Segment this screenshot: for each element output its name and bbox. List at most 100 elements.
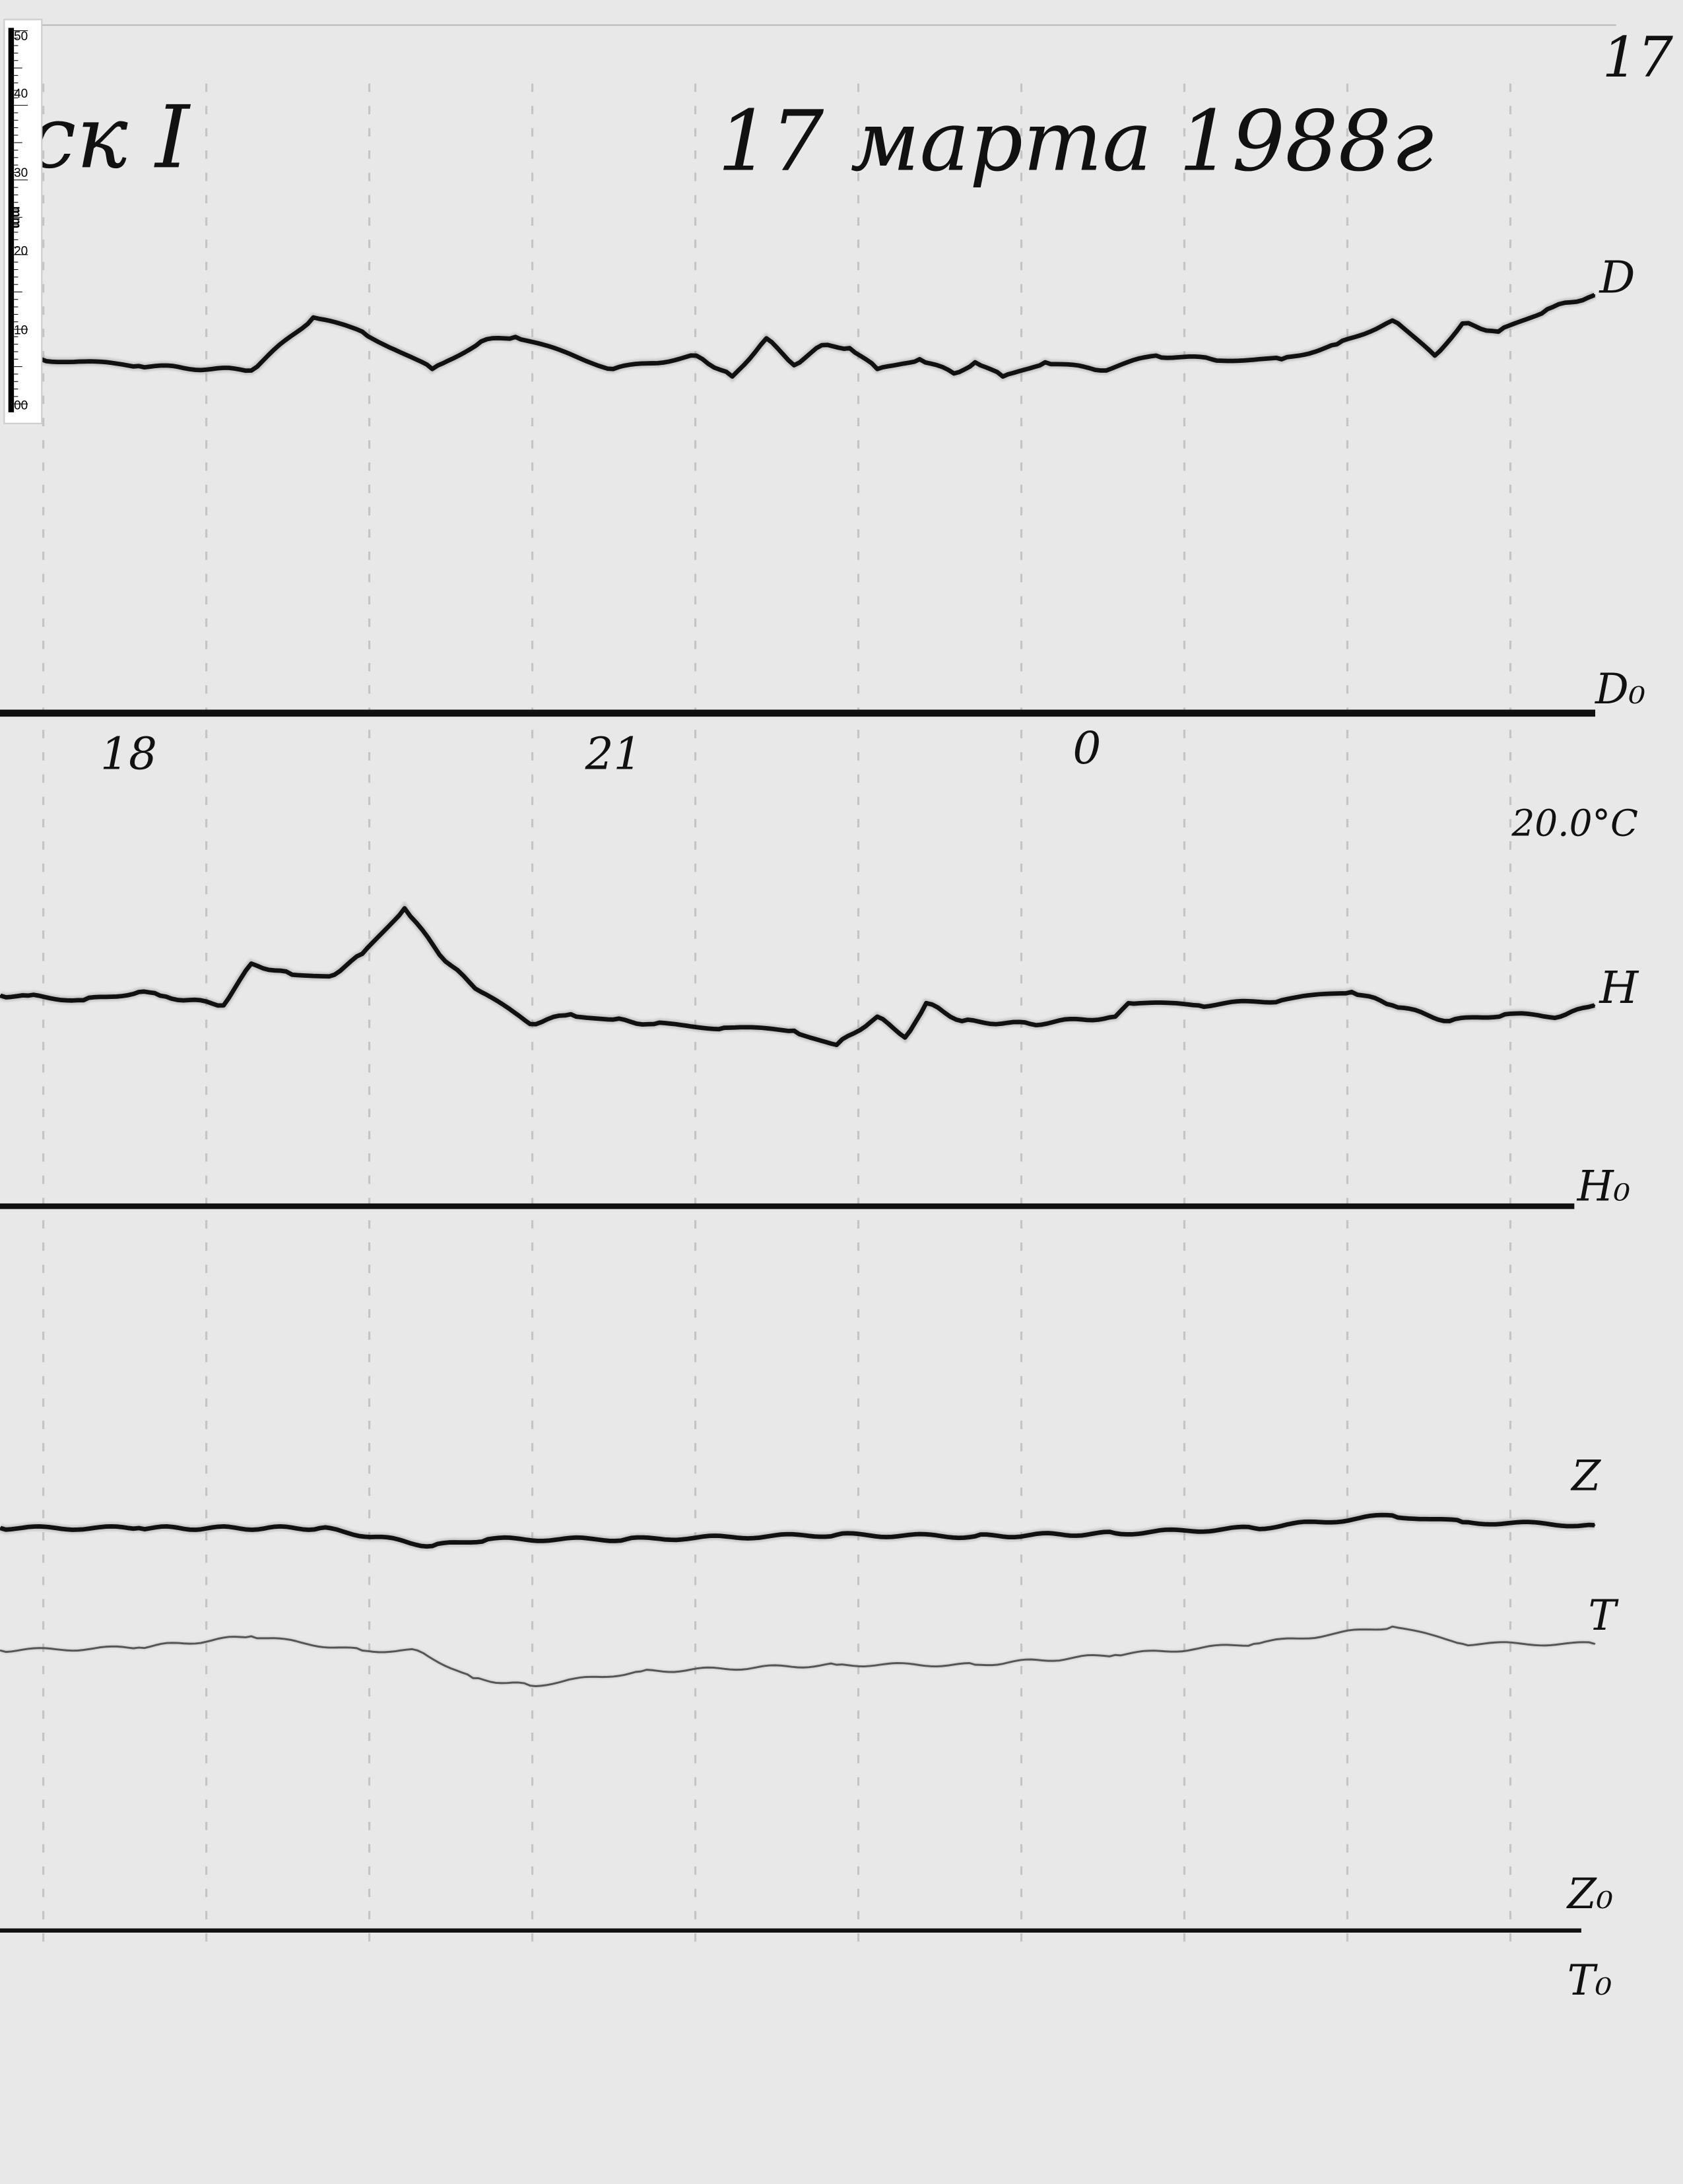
trace-t-point (1593, 1643, 1596, 1645)
trace-h-point (1391, 1004, 1393, 1007)
trace-t-point (1391, 1626, 1393, 1628)
scale-label-00: 00 (14, 399, 28, 413)
x-tick-label-21: 21 (585, 727, 642, 779)
trace-z-point (1391, 1514, 1393, 1516)
trace-d-point (431, 368, 434, 370)
trace-h-point (403, 907, 406, 909)
trace-d-point (695, 354, 698, 357)
trace-h-point (570, 1013, 572, 1015)
trace-d-point (849, 347, 851, 349)
trace-h-point (612, 1018, 614, 1021)
trace-d-point (1100, 369, 1102, 371)
trace-d-point (974, 361, 976, 364)
label-d0: D₀ (1595, 664, 1645, 713)
trace-h-point (1127, 1002, 1129, 1004)
trace-h-point (291, 974, 293, 976)
trace-h-point (222, 1004, 225, 1007)
trace-h-point (159, 994, 161, 997)
temperature-note: 20.0°C (1511, 802, 1638, 845)
trace-d-point (1155, 354, 1157, 357)
trace-t-point (0, 1650, 1, 1652)
trace-h-point (250, 963, 253, 965)
trace-h-point (480, 991, 482, 993)
trace-t-point (416, 1650, 419, 1652)
trace-d-point (1391, 319, 1393, 321)
trace-h-point (361, 953, 364, 955)
label-h: H (1598, 961, 1639, 1013)
trace-d-point (612, 368, 614, 370)
label-h0: H₀ (1577, 1162, 1631, 1211)
trace-h-point (444, 960, 447, 963)
trace-h-point (793, 1029, 795, 1032)
trace-z-point (1593, 1524, 1596, 1526)
trace-h-point (333, 974, 336, 976)
trace-h-point (1197, 1004, 1200, 1007)
trace-t-point (1461, 1643, 1464, 1645)
trace-z-point (138, 1527, 140, 1529)
trace-d-point (1002, 375, 1004, 377)
trace-z-point (1461, 1521, 1464, 1524)
x-tick-label-18: 18 (100, 727, 157, 779)
trace-d-point (731, 375, 733, 377)
trace-t-point (472, 1677, 475, 1679)
trace-d-point (1044, 361, 1046, 364)
trace-d-point (312, 316, 314, 319)
trace-d-point (1593, 294, 1596, 296)
sheet-number: 17 (1602, 25, 1674, 90)
trace-h-point (904, 1037, 906, 1039)
trace-h-point (1280, 999, 1283, 1002)
trace-t-point (250, 1635, 253, 1638)
trace-t-point (529, 1685, 531, 1686)
trace-t-point (1114, 1654, 1117, 1656)
trace-z (0, 1512, 1595, 1549)
x-tick-label-0: 0 (1072, 722, 1101, 774)
scale-unit: mm (9, 206, 23, 228)
trace-z-point (1253, 1527, 1255, 1529)
trace-d-point (480, 340, 482, 342)
trace-d-point (793, 364, 795, 366)
trace-h-point (1559, 1015, 1562, 1017)
scale-label-50: 50 (14, 30, 28, 44)
trace-h-point (82, 999, 84, 1002)
trace-z-point (0, 1527, 1, 1529)
mm-scale-bar: 50 40 30 20 10 00 mm (3, 18, 43, 424)
label-z0: Z₀ (1566, 1869, 1613, 1918)
trace-h-point (653, 1023, 655, 1025)
trace-d-point (1461, 322, 1464, 325)
trace-t-point (974, 1663, 976, 1666)
trace-h-point (925, 1002, 927, 1004)
trace-h-point (27, 994, 29, 997)
trace-z-point (431, 1545, 434, 1547)
trace-t-point (640, 1670, 642, 1673)
trace-d-point (766, 337, 768, 340)
label-t: T (1588, 1591, 1619, 1640)
trace-h-point (0, 994, 1, 997)
traces (0, 291, 1597, 1688)
label-t0: T₀ (1568, 1956, 1612, 2005)
label-d: D (1598, 251, 1635, 303)
trace-d-point (361, 331, 364, 333)
trace-h-point (723, 1027, 725, 1029)
trace-t (0, 1625, 1595, 1687)
trace-z-point (836, 1533, 838, 1536)
trace-d-point (250, 369, 253, 371)
trace-h-point (1503, 1013, 1506, 1015)
trace-d-point (821, 344, 823, 346)
scale-label-30: 30 (14, 166, 28, 180)
trace-d-point (514, 336, 517, 338)
trace-d-point (138, 365, 140, 367)
trace-z-point (974, 1535, 976, 1537)
label-z: Z (1570, 1452, 1601, 1500)
trace-d-point (1546, 308, 1548, 310)
trace-z-point (319, 1527, 321, 1529)
trace-t-point (361, 1650, 364, 1652)
trace-d (40, 292, 1596, 379)
trace-h-point (1350, 991, 1353, 993)
trace-d-point (1497, 331, 1500, 333)
scale-label-40: 40 (14, 87, 28, 101)
trace-d-point (1434, 354, 1436, 357)
scale-label-10: 10 (14, 324, 28, 338)
trace-h-point (1593, 1004, 1596, 1007)
